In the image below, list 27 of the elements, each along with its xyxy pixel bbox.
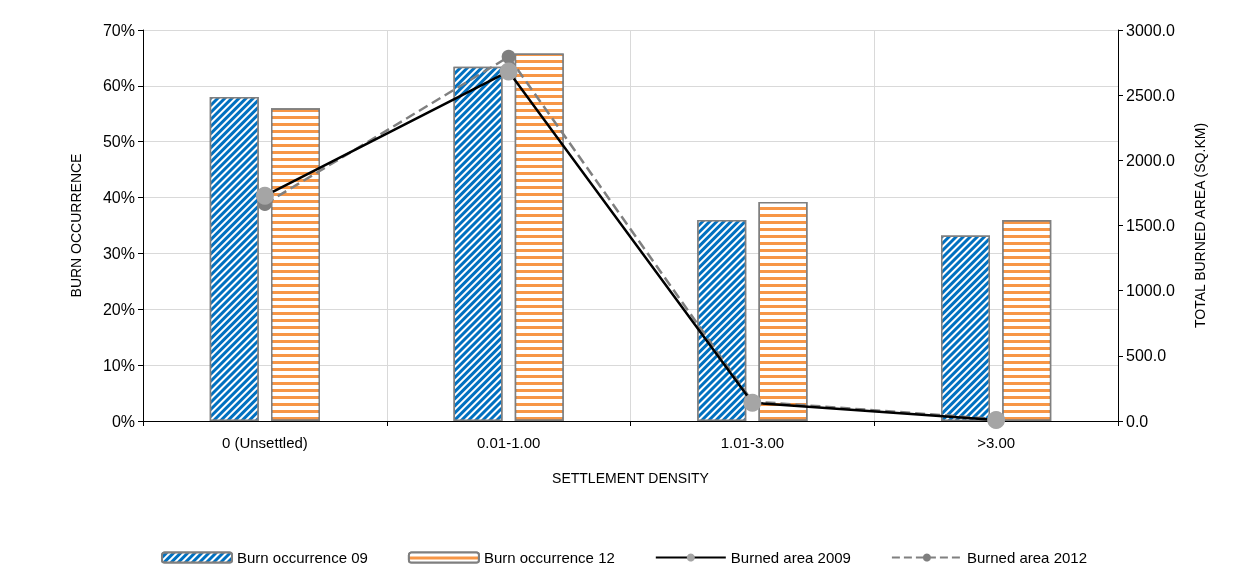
y2-tick-label: 3000.0: [1126, 21, 1176, 39]
x-tick-label: 0.01-1.00: [476, 434, 541, 451]
y-tick-label: 70%: [102, 21, 135, 39]
y-tick-label: 0%: [111, 412, 135, 430]
y-tick-label: 20%: [102, 300, 135, 318]
x-tick-label: >3.00: [977, 434, 1016, 451]
y2-axis-title: TOTAL BURNED AREA (SQ.KM): [1192, 122, 1208, 329]
y-tick-label: 50%: [102, 133, 135, 151]
y2-tick-label: 1500.0: [1126, 217, 1176, 234]
y-tick-label: 60%: [102, 77, 135, 95]
y-tick-label: 10%: [102, 356, 135, 374]
y2-tick-label: 0.0: [1126, 412, 1149, 430]
point: [501, 49, 516, 64]
legend-label: Burned area 2009: [730, 549, 851, 566]
x-axis-title: SETTLEMENT DENSITY: [552, 470, 710, 486]
y2-tick-label: 2000.0: [1126, 151, 1176, 169]
legend-label: Burn occurrence 12: [483, 549, 615, 566]
y-tick-label: 30%: [102, 244, 135, 262]
legend-label: Burn occurrence 09: [237, 549, 368, 566]
y2-tick-label: 2500.0: [1126, 86, 1176, 104]
y2-tick-label: 500.0: [1126, 347, 1167, 365]
y2-tick-label: 1000.0: [1126, 282, 1176, 300]
legend-label: Burned area 2012: [966, 549, 1088, 566]
x-tick-label: 1.01-3.00: [720, 434, 785, 451]
y-tick-label: 40%: [102, 189, 135, 207]
y-axis-title: BURN OCCURRENCE: [68, 153, 84, 298]
x-tick-label: 0 (Unsettled): [221, 434, 308, 451]
